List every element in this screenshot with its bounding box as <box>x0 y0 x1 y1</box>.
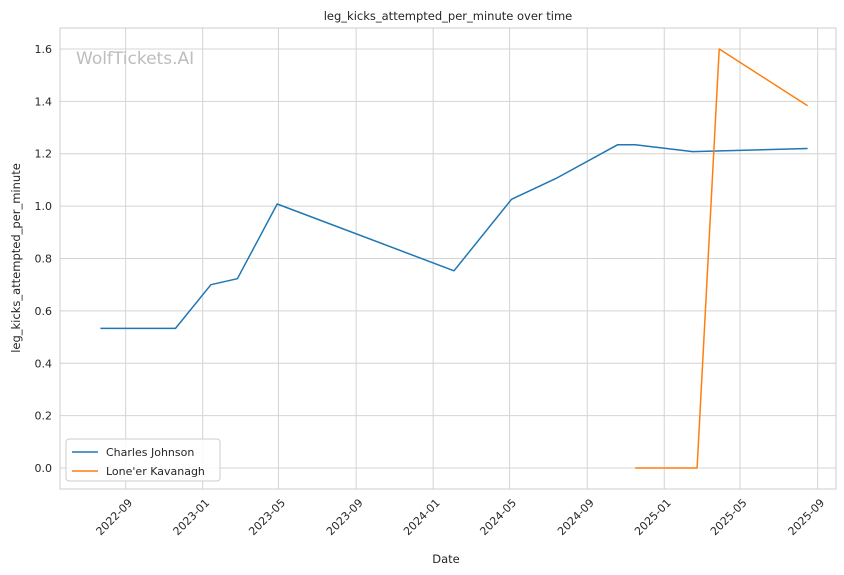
y-tick-label: 0.6 <box>35 305 53 318</box>
y-tick-label: 1.2 <box>35 148 53 161</box>
series-line-charles-johnson <box>100 144 808 330</box>
series-line-lone-er-kavanagh <box>635 48 809 469</box>
legend-label-charles-johnson: Charles Johnson <box>106 446 194 459</box>
x-tick-label: 2025-05 <box>708 496 750 538</box>
legend-box <box>65 438 221 482</box>
x-tick-label: 2024-05 <box>477 496 519 538</box>
y-tick-label: 0.0 <box>35 462 53 475</box>
y-tick-label: 1.6 <box>35 43 53 56</box>
x-tick-label: 2023-05 <box>246 496 288 538</box>
y-tick-labels: 0.0 0.2 0.4 0.6 0.8 1.0 1.2 1.4 1.6 <box>35 43 53 475</box>
x-tick-label: 2023-09 <box>324 496 366 538</box>
legend: Charles Johnson Lone'er Kavanagh <box>65 438 221 482</box>
x-tick-label: 2022-09 <box>94 496 136 538</box>
y-tick-label: 0.4 <box>35 357 53 370</box>
chart-title: leg_kicks_attempted_per_minute over time <box>324 9 573 23</box>
y-tick-label: 1.0 <box>35 200 53 213</box>
plot-area <box>59 27 837 490</box>
y-tick-label: 0.8 <box>35 253 53 266</box>
watermark: WolfTickets.AI <box>76 49 194 69</box>
y-tick-label: 1.4 <box>35 95 53 108</box>
series-lines <box>100 48 809 469</box>
x-tick-label: 2025-01 <box>632 496 674 538</box>
x-tick-label: 2024-01 <box>401 496 443 538</box>
y-axis-label: leg_kicks_attempted_per_minute <box>9 163 23 353</box>
y-gridlines <box>60 48 836 469</box>
x-tick-label: 2025-09 <box>786 496 828 538</box>
x-tick-label: 2024-09 <box>555 496 597 538</box>
x-gridlines <box>125 28 819 489</box>
x-axis-label: Date <box>432 552 460 566</box>
legend-label-loneer-kavanagh: Lone'er Kavanagh <box>106 465 205 478</box>
y-tick-label: 0.2 <box>35 410 53 423</box>
x-tick-label: 2023-01 <box>171 496 213 538</box>
x-tick-labels: 2022-09 2023-01 2023-05 2023-09 2024-01 2024-… <box>94 496 828 538</box>
